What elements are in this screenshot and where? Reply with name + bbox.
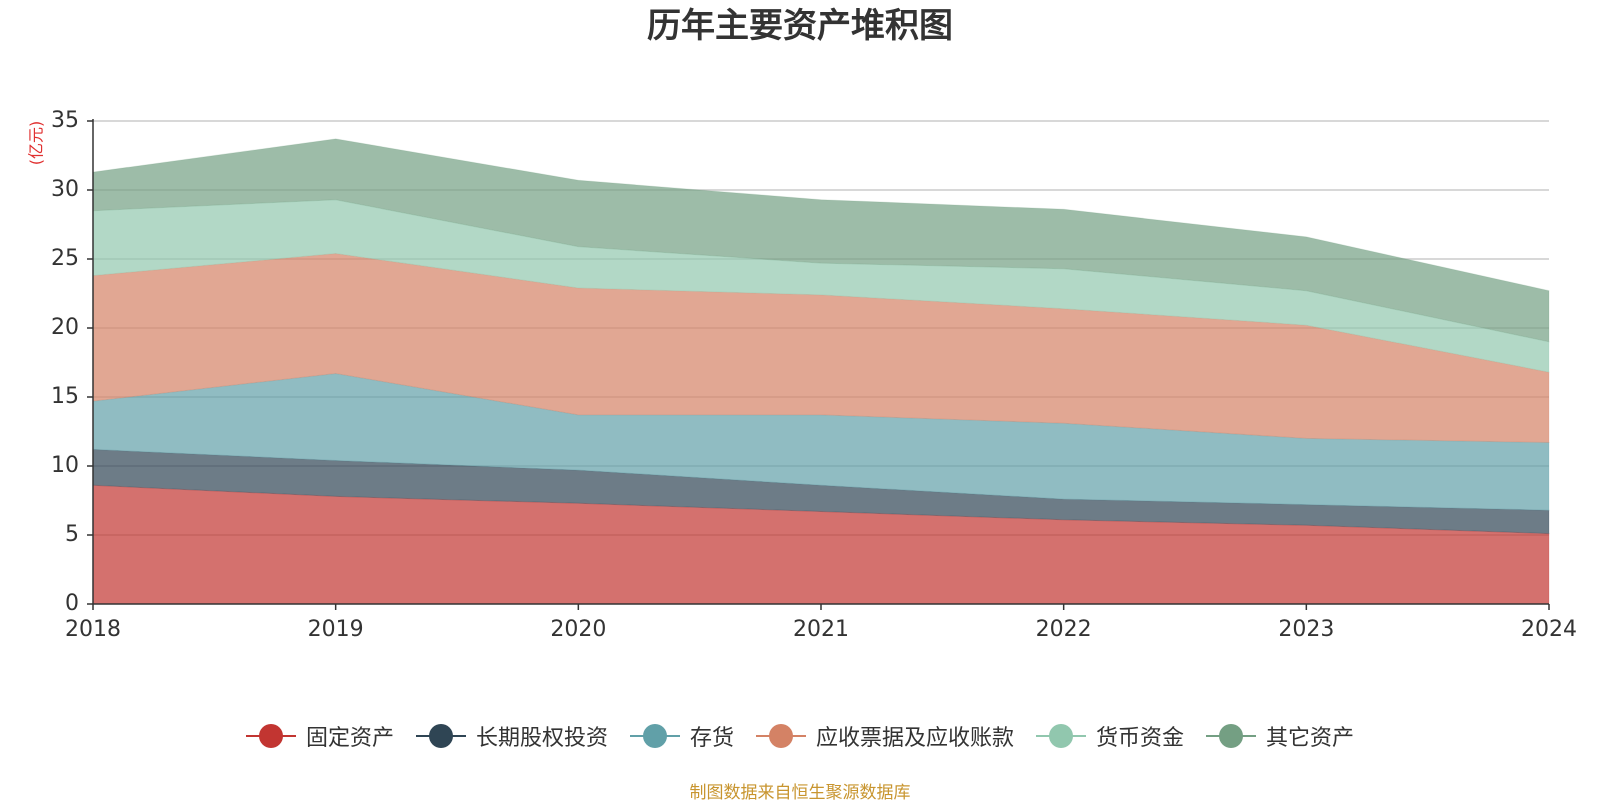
x-tick-label: 2024 (1521, 617, 1577, 642)
legend-label: 应收票据及应收账款 (816, 726, 1015, 751)
legend-label: 存货 (689, 726, 734, 751)
legend-label: 货币资金 (1096, 726, 1185, 751)
legend-marker (629, 723, 680, 749)
legend-item-2[interactable]: 长期股权投资 (415, 720, 608, 752)
legend-marker (756, 723, 806, 749)
legend-marker (1036, 723, 1087, 749)
legend-marker (1206, 723, 1257, 749)
legend-item-1[interactable]: 固定资产 (245, 720, 394, 752)
y-tick-label: 25 (51, 246, 79, 271)
y-axis-label: (亿元) (27, 121, 46, 166)
legend-item-3[interactable]: 存货 (629, 720, 734, 752)
legend: 固定资产 长期股权投资 存货 应收票据及应收账款 货币资金 其它资产 (0, 718, 1600, 754)
legend-label: 长期股权投资 (475, 726, 608, 751)
legend-item-6[interactable]: 其它资产 (1206, 720, 1354, 752)
x-tick-label: 2018 (65, 617, 121, 642)
chart-title: 历年主要资产堆积图 (647, 6, 953, 46)
x-tick-label: 2022 (1036, 617, 1092, 642)
x-tick-label: 2020 (550, 617, 606, 642)
y-tick-label: 5 (65, 522, 79, 547)
axes: 0 5 10 15 20 25 30 35 2018 2019 2020 2021 2022 2023 20… (51, 108, 1577, 642)
y-tick-label: 30 (51, 177, 79, 202)
y-tick-label: 35 (51, 108, 79, 133)
area-series-6 (92, 138, 1550, 343)
y-tick-label: 10 (51, 453, 79, 478)
y-tick-label: 20 (51, 315, 79, 340)
area-series-layer (92, 138, 1550, 605)
legend-label: 固定资产 (305, 726, 394, 751)
x-tick-label: 2023 (1278, 617, 1334, 642)
y-tick-label: 15 (51, 384, 79, 409)
legend-marker (245, 723, 296, 749)
legend-item-5[interactable]: 货币资金 (1036, 720, 1184, 752)
x-tick-label: 2019 (308, 617, 364, 642)
legend-label: 其它资产 (1266, 726, 1355, 751)
x-tick-label: 2021 (793, 617, 849, 642)
legend-item-4[interactable]: 应收票据及应收账款 (756, 720, 1014, 752)
source-note: 制图数据来自恒生聚源数据库 (689, 783, 911, 803)
y-tick-label: 0 (65, 591, 79, 616)
legend-marker (415, 723, 466, 749)
